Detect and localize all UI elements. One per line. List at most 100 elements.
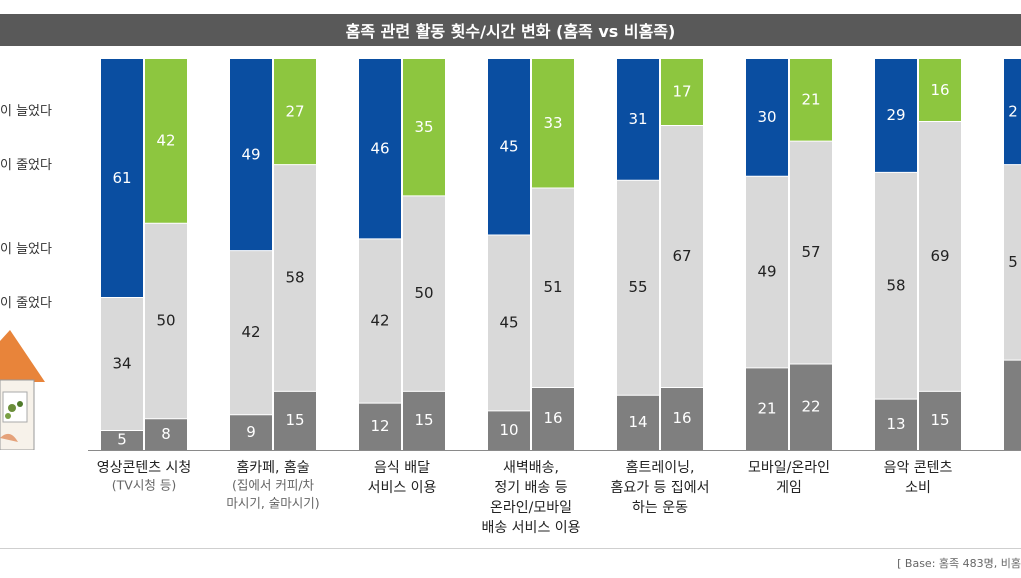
bar-3-homejok-label-increase: 46 — [370, 139, 389, 157]
bar-2-non-homejok-label-increase: 27 — [285, 102, 304, 120]
bar-8-homejok-segment-increase — [1004, 59, 1021, 165]
category-sublabel-2-line-2: 마시기, 술마시기) — [226, 496, 319, 511]
bar-1-homejok-label-similar: 34 — [112, 354, 131, 372]
bar-6-non-homejok-segment-similar — [790, 141, 832, 364]
bar-4-non-homejok-label-similar: 51 — [543, 278, 562, 296]
bar-8-homejok-label-similar: 5 — [1008, 253, 1018, 271]
legend-item-homejok-decrease: 이 줄었다 — [0, 158, 52, 173]
category-label-3-line-2: 서비스 이용 — [368, 480, 437, 496]
bar-4-homejok-segment-similar — [488, 234, 530, 411]
bar-2-homejok-label-decrease: 9 — [246, 423, 256, 441]
bar-6-homejok-segment-decrease — [746, 367, 788, 450]
category-label-4-line-4: 배송 서비스 이용 — [481, 520, 580, 536]
bar-7-non-homejok-segment-increase — [919, 59, 961, 122]
bar-4-homejok-label-increase: 45 — [499, 137, 518, 155]
bar-5-non-homejok-segment-increase — [661, 59, 703, 126]
bar-2-non-homejok-segment-decrease — [274, 391, 316, 450]
bar-2-homejok-segment-increase — [230, 59, 272, 251]
bar-7-non-homejok-label-increase: 16 — [930, 81, 949, 99]
bar-2-homejok-label-increase: 49 — [241, 145, 260, 163]
bar-2-non-homejok-segment-similar — [274, 164, 316, 392]
bar-5-homejok-label-similar: 55 — [628, 278, 647, 296]
bar-6-non-homejok-segment-decrease — [790, 363, 832, 450]
bar-7-non-homejok-segment-similar — [919, 121, 961, 392]
category-label-5-line-1: 홈트레이닝, — [626, 460, 695, 476]
bar-3-homejok-label-similar: 42 — [370, 311, 389, 329]
category-label-4-line-1: 새벽배송, — [503, 460, 559, 476]
category-label-7-line-2: 소비 — [905, 480, 931, 496]
bar-5-homejok-segment-increase — [617, 59, 659, 181]
bar-1-non-homejok-label-decrease: 8 — [161, 425, 171, 443]
category-label-7-line-1: 음악 콘텐츠 — [884, 460, 953, 476]
chart-title-band: 홈족 관련 활동 횟수/시간 변화 (홈족 vs 비홈족) — [0, 14, 1021, 46]
footer-divider — [0, 548, 1021, 549]
bar-6-homejok-segment-increase — [746, 59, 788, 177]
bar-1-homejok-label-decrease: 5 — [117, 431, 127, 449]
bar-1-non-homejok-segment-increase — [145, 59, 187, 224]
category-label-6-line-1: 모바일/온라인 — [748, 460, 830, 476]
house-illustration — [0, 330, 45, 450]
bar-1-non-homejok-label-increase: 42 — [156, 132, 175, 150]
bar-1-homejok-label-increase: 61 — [112, 169, 131, 187]
bar-6-non-homejok-label-similar: 57 — [801, 243, 820, 261]
bar-1-non-homejok-label-similar: 50 — [156, 311, 175, 329]
bar-1-non-homejok-segment-decrease — [145, 418, 187, 450]
category-label-2-line-1: 홈카페, 홈술 — [236, 460, 309, 476]
stacked-bar-chart: 61 34 5 42 50 8 영상콘텐츠 시청 (TV시청 등) 49 42 9 27 58 15 홈카페… — [88, 59, 1021, 536]
bar-8-homejok-label-increase: 2 — [1008, 102, 1018, 120]
bar-3-non-homejok-segment-decrease — [403, 391, 445, 450]
bar-2-non-homejok-label-decrease: 15 — [285, 411, 304, 429]
bar-5-homejok-segment-decrease — [617, 395, 659, 450]
bar-5-non-homejok-label-increase: 17 — [672, 83, 691, 101]
category-sublabel-1-line-1: (TV시청 등) — [112, 478, 176, 493]
bar-6-homejok-label-increase: 30 — [757, 108, 776, 126]
bar-8-homejok-segment-decrease — [1004, 360, 1021, 450]
bar-6-homejok-label-decrease: 21 — [757, 399, 776, 417]
legend-item-non-homejok-decrease: 이 줄었다 — [0, 296, 52, 311]
bar-7-homejok-segment-similar — [875, 172, 917, 400]
bar-7-non-homejok-label-decrease: 15 — [930, 411, 949, 429]
bar-2-homejok-label-similar: 42 — [241, 323, 260, 341]
bar-7-homejok-segment-decrease — [875, 399, 917, 450]
bar-7-homejok-label-similar: 58 — [886, 276, 905, 294]
bar-5-homejok-label-increase: 31 — [628, 110, 647, 128]
bar-3-homejok-label-decrease: 12 — [370, 417, 389, 435]
category-label-6-line-2: 게임 — [776, 480, 802, 496]
bar-5-homejok-label-decrease: 14 — [628, 413, 647, 431]
bar-4-non-homejok-segment-decrease — [532, 387, 574, 450]
category-label-5-line-2: 홈요가 등 집에서 — [610, 480, 709, 496]
bar-4-homejok-segment-decrease — [488, 410, 530, 450]
bar-3-non-homejok-segment-similar — [403, 195, 445, 392]
category-label-1-line-1: 영상콘텐츠 시청 — [97, 460, 192, 476]
legend-item-homejok-increase: 이 늘었다 — [0, 104, 52, 119]
bar-7-non-homejok-segment-decrease — [919, 391, 961, 450]
bar-3-non-homejok-segment-increase — [403, 59, 445, 196]
category-label-4-line-3: 온라인/모바일 — [490, 500, 572, 516]
bar-1-homejok-segment-increase — [101, 59, 143, 298]
chart-title: 홈족 관련 활동 횟수/시간 변화 (홈족 vs 비홈족) — [345, 22, 676, 41]
bar-3-non-homejok-label-decrease: 15 — [414, 411, 433, 429]
bar-7-homejok-segment-increase — [875, 59, 917, 173]
bar-3-non-homejok-label-increase: 35 — [414, 118, 433, 136]
legend-item-non-homejok-increase: 이 늘었다 — [0, 242, 52, 257]
bar-1-homejok-segment-similar — [101, 297, 143, 431]
bar-5-non-homejok-segment-similar — [661, 125, 703, 388]
bar-4-homejok-label-decrease: 10 — [499, 421, 518, 439]
bar-4-homejok-segment-increase — [488, 59, 530, 235]
bar-4-non-homejok-segment-similar — [532, 188, 574, 388]
bar-8-homejok-segment-similar — [1004, 164, 1021, 361]
bar-4-non-homejok-segment-increase — [532, 59, 574, 189]
bar-3-homejok-segment-decrease — [359, 403, 401, 450]
bar-6-homejok-segment-similar — [746, 176, 788, 368]
bar-2-homejok-segment-decrease — [230, 414, 272, 450]
bar-5-non-homejok-label-decrease: 16 — [672, 409, 691, 427]
bar-4-homejok-label-similar: 45 — [499, 313, 518, 331]
bar-5-non-homejok-segment-decrease — [661, 387, 703, 450]
bar-1-non-homejok-segment-similar — [145, 223, 187, 419]
bar-2-non-homejok-label-similar: 58 — [285, 268, 304, 286]
bar-1-homejok-segment-decrease — [101, 430, 143, 450]
category-label-5-line-3: 하는 운동 — [632, 500, 688, 516]
bar-4-non-homejok-label-increase: 33 — [543, 114, 562, 132]
bar-5-non-homejok-label-similar: 67 — [672, 247, 691, 265]
category-sublabel-2-line-1: (집에서 커피/차 — [232, 478, 315, 493]
